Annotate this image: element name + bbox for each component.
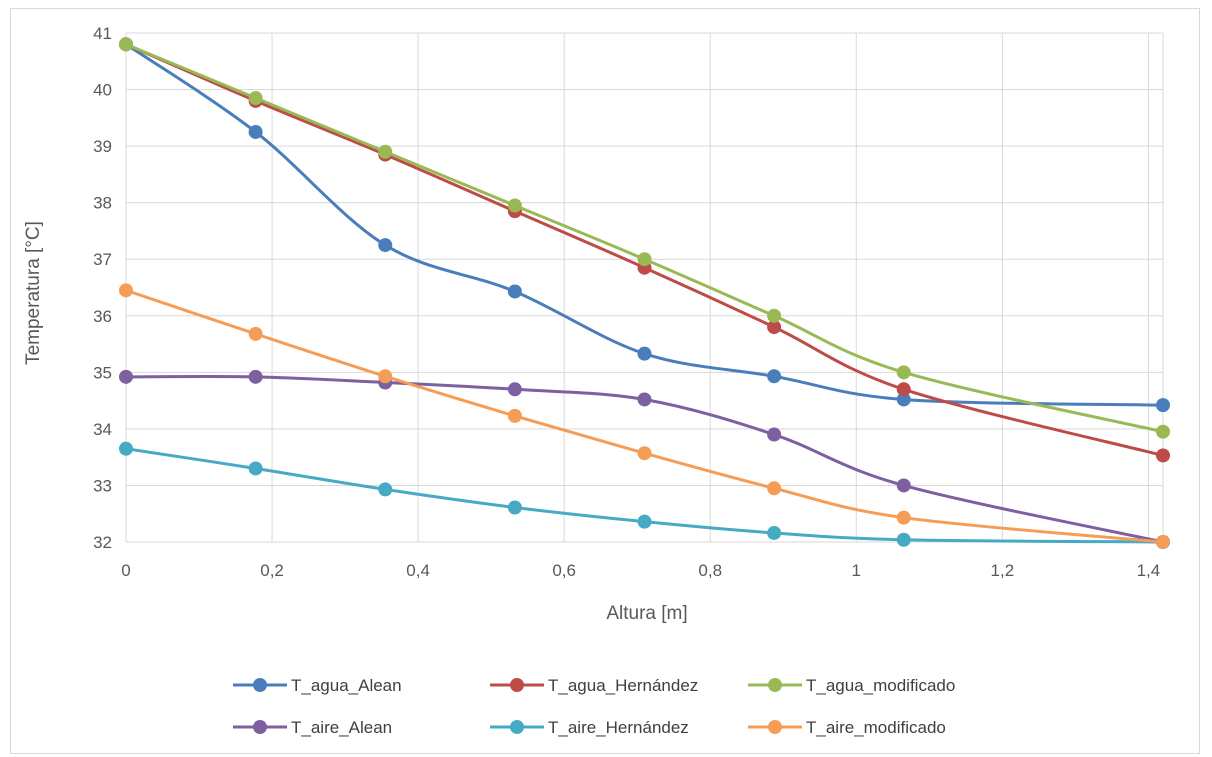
data-point (248, 124, 263, 139)
y-tick-label: 36 (93, 307, 112, 326)
series-T_agua_Alean (119, 37, 1170, 413)
data-point (248, 326, 263, 341)
data-point (1156, 448, 1170, 463)
y-tick-label: 39 (93, 137, 112, 156)
data-point (378, 144, 393, 159)
series-line (125, 374, 1164, 544)
data-point (896, 382, 911, 397)
legend-label: T_aire_modificado (806, 718, 946, 737)
y-tick-label: 38 (93, 194, 112, 213)
legend[interactable]: T_agua_Alean T_agua_Hernández T_agua_modif… (233, 676, 955, 737)
y-tick-label: 41 (93, 24, 112, 43)
x-axis-title: Altura [m] (606, 603, 687, 624)
legend-marker (510, 678, 524, 692)
data-point (507, 284, 522, 299)
data-point (119, 283, 133, 298)
data-point (507, 500, 522, 515)
x-tick-label: 1 (852, 561, 861, 580)
legend-item[interactable]: T_agua_Hernández (490, 676, 698, 695)
x-tick-label: 0,2 (260, 561, 284, 580)
data-point (896, 532, 911, 547)
data-point (637, 392, 652, 407)
data-point (248, 461, 263, 476)
tick-labels: 32 33 34 35 36 37 38 39 40 41 0 0,2 0,4 0,6 0,8 1 1,2 1,4 (93, 24, 1160, 580)
legend-label: T_aire_Hernández (548, 718, 689, 737)
data-point (767, 320, 782, 335)
x-tick-label: 0 (121, 561, 130, 580)
legend-item[interactable]: T_aire_Hernández (490, 718, 689, 737)
y-tick-label: 33 (93, 476, 112, 495)
legend-marker (253, 678, 267, 692)
data-point (378, 238, 393, 253)
series-line (125, 42, 1164, 457)
chart-area (10, 8, 1200, 754)
data-point (896, 510, 911, 525)
data-point (767, 525, 782, 540)
y-tick-label: 34 (93, 420, 112, 439)
data-point (378, 482, 393, 497)
data-point (896, 365, 911, 380)
series-line (125, 42, 1164, 434)
y-tick-label: 37 (93, 250, 112, 269)
data-point (637, 252, 652, 267)
legend-marker (768, 720, 782, 734)
series-T_agua_modificado (119, 37, 1170, 439)
data-point (637, 346, 652, 361)
y-tick-label: 40 (93, 81, 112, 100)
legend-item[interactable]: T_agua_Alean (233, 676, 402, 695)
legend-item[interactable]: T_aire_Alean (233, 718, 392, 737)
y-tick-label: 32 (93, 533, 112, 552)
x-tick-label: 0,6 (552, 561, 576, 580)
x-tick-label: 0,4 (406, 561, 430, 580)
data-point (507, 408, 522, 423)
x-tick-label: 1,2 (991, 561, 1015, 580)
data-point (637, 446, 652, 461)
series-layer (119, 37, 1170, 549)
data-point (507, 198, 522, 213)
legend-label: T_aire_Alean (291, 718, 392, 737)
data-point (119, 441, 133, 456)
data-point (507, 382, 522, 397)
data-point (378, 369, 393, 384)
data-point (1156, 398, 1170, 413)
data-point (637, 514, 652, 529)
data-point (767, 308, 782, 323)
y-axis-title: Temperatura [°C] (23, 221, 44, 365)
legend-item[interactable]: T_aire_modificado (748, 718, 946, 737)
data-point (1156, 424, 1170, 439)
legend-marker (768, 678, 782, 692)
legend-marker (253, 720, 267, 734)
data-point (248, 369, 263, 384)
data-point (896, 478, 911, 493)
legend-item[interactable]: T_agua_modificado (748, 676, 955, 695)
series-line (125, 447, 1164, 544)
x-tick-label: 1,4 (1137, 561, 1161, 580)
y-tick-label: 35 (93, 363, 112, 382)
series-T_aire_modificado (119, 283, 1170, 549)
data-point (767, 369, 782, 384)
data-point (248, 91, 263, 106)
legend-label: T_agua_Alean (291, 676, 402, 695)
legend-label: T_agua_modificado (806, 676, 955, 695)
series-line (125, 288, 1164, 544)
legend-marker (510, 720, 524, 734)
data-point (767, 427, 782, 442)
legend-label: T_agua_Hernández (548, 676, 698, 695)
x-tick-label: 0,8 (698, 561, 722, 580)
data-point (1156, 535, 1170, 549)
data-point (896, 392, 911, 407)
data-point (119, 37, 133, 52)
data-point (119, 369, 133, 384)
data-point (767, 481, 782, 496)
